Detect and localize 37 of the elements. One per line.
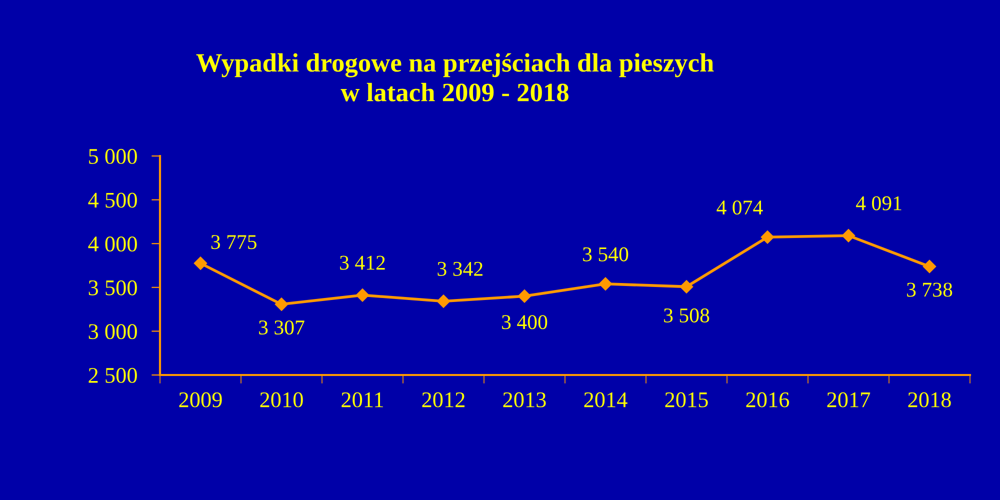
data-label: 3 400 <box>502 315 548 330</box>
point <box>598 277 612 290</box>
point <box>842 229 856 242</box>
data-label: 4 074 <box>716 200 763 215</box>
x-tick-label: 2009 <box>179 392 222 408</box>
x-tick-label: 2015 <box>665 392 708 408</box>
point <box>274 298 288 311</box>
x-tick-label: 2010 <box>260 392 303 408</box>
x-tick-label: 2016 <box>746 392 790 408</box>
point <box>356 288 370 302</box>
data-label: 3 307 <box>259 320 304 335</box>
data-label: 3 508 <box>664 308 710 322</box>
data-label: 3 342 <box>438 262 482 276</box>
data-label: 3 540 <box>583 247 628 262</box>
y-tick-label: 2 500 <box>88 368 137 383</box>
data-label: 3 775 <box>211 235 256 250</box>
y-tick-label: 5 000 <box>89 148 137 164</box>
point <box>194 256 208 270</box>
x-tick-label: 2012 <box>422 392 464 408</box>
point <box>760 230 774 244</box>
data-label: 3 412 <box>340 256 385 270</box>
point <box>518 290 532 303</box>
y-tick-label: 4 500 <box>88 192 137 208</box>
point <box>436 294 450 308</box>
chart-title: Wypadki drogowe na przejściach dla pieszych w latach 2009 - 2018 <box>196 53 714 102</box>
x-tick-label: 2017 <box>827 392 870 408</box>
data-label: 3 738 <box>907 282 952 297</box>
x-tick-label: 2014 <box>584 392 628 408</box>
y-tick-label: 4 000 <box>88 236 137 252</box>
point <box>922 260 936 274</box>
x-tick-label: 2013 <box>503 392 546 408</box>
point <box>680 280 694 294</box>
x-tick-label: 2018 <box>908 392 951 408</box>
y-tick-label: 3 500 <box>88 280 137 296</box>
x-tick-label: 2011 <box>342 392 383 408</box>
data-label: 4 091 <box>856 196 902 210</box>
y-tick-label: 3 000 <box>88 324 137 340</box>
